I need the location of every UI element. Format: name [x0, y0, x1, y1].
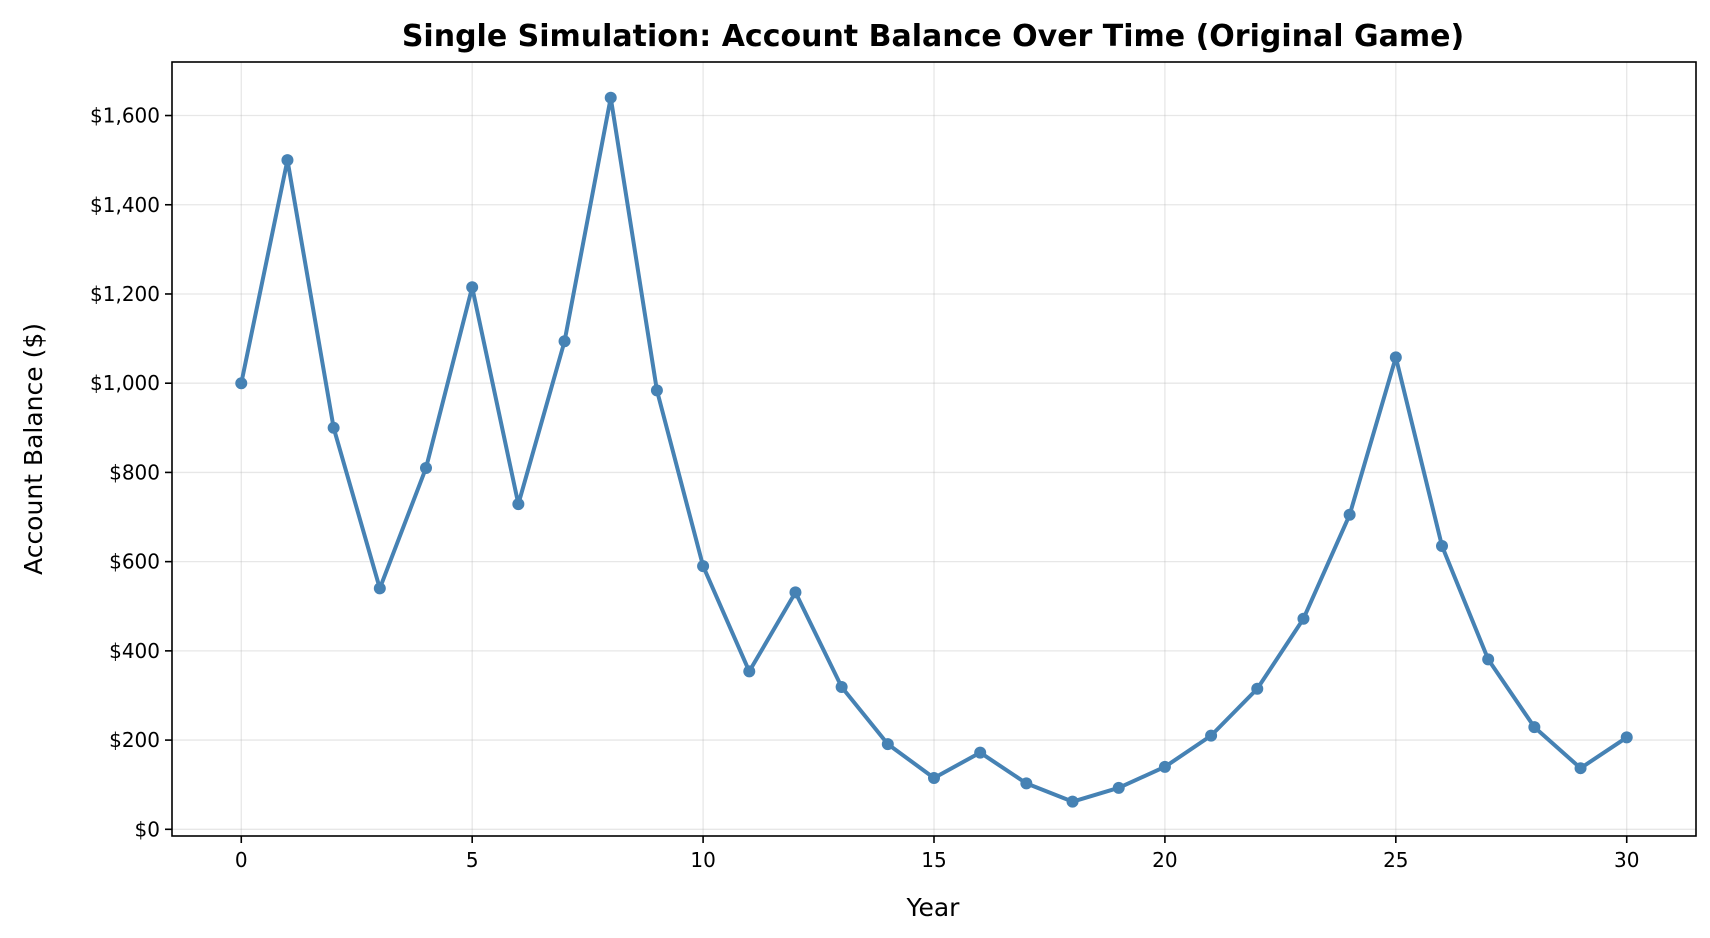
chart-title: Single Simulation: Account Balance Over … [402, 19, 1464, 54]
data-point [1436, 540, 1448, 553]
data-point [789, 586, 802, 599]
y-axis-label: Account Balance ($) [19, 323, 48, 575]
data-point [974, 746, 987, 759]
data-point [697, 560, 710, 573]
y-tick-label: $1,400 [90, 193, 160, 217]
x-tick-label: 10 [690, 848, 715, 872]
data-point [327, 421, 340, 434]
data-point [1205, 729, 1218, 742]
data-point [881, 738, 894, 751]
grid [172, 62, 1696, 836]
data-point [928, 772, 940, 785]
data-point [466, 281, 479, 294]
x-tick-label: 20 [1152, 848, 1177, 872]
data-point [1020, 777, 1033, 790]
y-tick-label: $1,000 [90, 371, 160, 395]
data-point [1251, 682, 1264, 695]
y-tick-label: $0 [135, 817, 160, 841]
x-axis: 0 5 10 15 20 25 30 [235, 836, 1639, 872]
data-point [1112, 781, 1125, 794]
y-axis: $0 $200 $400 $600 $800 $1,000 $1,200 $1,400 $1,6… [90, 104, 172, 841]
x-tick-label: 0 [235, 848, 248, 872]
x-tick-label: 25 [1383, 848, 1408, 872]
data-point [1066, 795, 1079, 808]
x-tick-label: 30 [1614, 848, 1639, 872]
data-point [1389, 351, 1402, 364]
data-point [1574, 762, 1587, 775]
data-point [1620, 731, 1633, 744]
data-point [558, 335, 571, 348]
data-point [1158, 760, 1171, 773]
data-point [1343, 508, 1356, 521]
y-tick-label: $1,600 [90, 104, 160, 128]
x-tick-label: 15 [921, 848, 946, 872]
y-tick-label: $600 [109, 550, 160, 574]
data-point [281, 154, 294, 167]
data-point [235, 377, 248, 390]
series-account-balance [235, 91, 1633, 808]
data-point [604, 91, 617, 104]
data-point [1528, 721, 1541, 734]
data-point [835, 680, 848, 693]
y-tick-label: $800 [109, 460, 160, 484]
y-tick-label: $400 [109, 639, 160, 663]
data-point [373, 582, 386, 595]
data-point [1482, 653, 1495, 666]
data-point [650, 384, 663, 397]
data-point [512, 498, 525, 511]
data-point [420, 461, 432, 474]
data-point [1297, 612, 1310, 625]
y-tick-label: $1,200 [90, 282, 160, 306]
data-point [743, 665, 756, 678]
x-tick-label: 5 [466, 848, 479, 872]
y-tick-label: $200 [109, 728, 160, 752]
x-axis-label: Year [906, 893, 961, 922]
